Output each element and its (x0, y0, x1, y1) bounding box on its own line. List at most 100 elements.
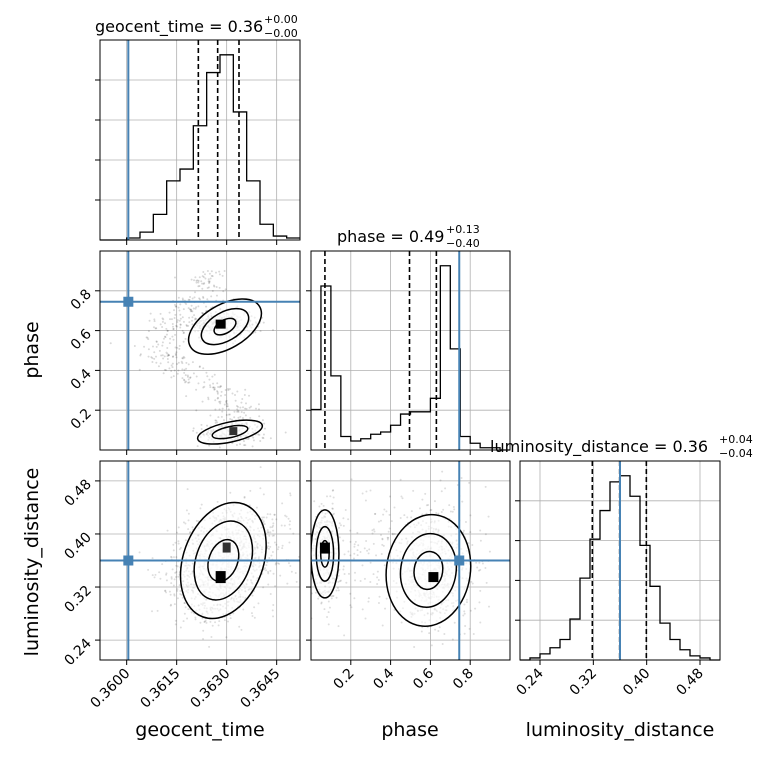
scatter-point (221, 407, 224, 410)
scatter-point (251, 615, 254, 618)
scatter-point (461, 500, 464, 503)
scatter-point (179, 626, 182, 629)
scatter-point (201, 312, 204, 315)
scatter-point (365, 490, 368, 493)
scatter-point (186, 488, 189, 491)
scatter-point (165, 591, 168, 594)
scatter-point (207, 286, 210, 289)
scatter-point (202, 295, 205, 298)
scatter-point (391, 532, 394, 535)
density-peak (222, 542, 231, 553)
scatter-point (205, 621, 208, 624)
scatter-point (165, 333, 168, 336)
scatter-point (478, 561, 481, 564)
scatter-point (253, 616, 256, 619)
scatter-point (269, 569, 272, 572)
scatter-point (451, 510, 454, 513)
scatter-point (194, 618, 197, 621)
scatter-point (174, 333, 177, 336)
scatter-point (241, 398, 244, 401)
scatter-point (421, 513, 424, 516)
scatter-point (182, 308, 185, 311)
scatter-point (365, 540, 368, 543)
scatter-point (244, 444, 247, 447)
scatter-point (164, 369, 167, 372)
scatter-point (155, 327, 158, 330)
density-peak (229, 427, 238, 436)
scatter-point (183, 368, 186, 371)
scatter-point (267, 570, 270, 573)
scatter-point (208, 280, 211, 283)
scatter-point (335, 589, 338, 592)
scatter-point (410, 510, 413, 513)
scatter-point (222, 290, 225, 293)
scatter-point (164, 336, 167, 339)
scatter-point (213, 388, 216, 391)
scatter-point (203, 381, 206, 384)
title-geocent-time-sub: −0.00 (264, 27, 298, 40)
scatter-point (215, 294, 218, 297)
scatter-point (163, 355, 166, 358)
scatter-point (471, 582, 474, 585)
scatter-point (372, 573, 375, 576)
scatter-point (166, 352, 169, 355)
scatter-point (373, 530, 376, 533)
scatter-point (205, 305, 208, 308)
scatter-point (406, 516, 409, 519)
scatter-point (332, 496, 335, 499)
scatter-point (183, 379, 186, 382)
scatter-point (174, 352, 177, 355)
scatter-point (174, 313, 177, 316)
scatter-point (267, 541, 270, 544)
scatter-point (213, 285, 216, 288)
scatter-point (257, 602, 260, 605)
scatter-point (155, 345, 158, 348)
scatter-point (192, 429, 195, 432)
scatter-point (353, 543, 356, 546)
scatter-point (265, 569, 268, 572)
scatter-point (258, 433, 261, 436)
scatter-point (203, 620, 206, 623)
scatter-point (174, 276, 177, 279)
y-tick-label: 0.2 (68, 406, 95, 433)
scatter-point (189, 376, 192, 379)
scatter-point (189, 310, 192, 313)
scatter-point (221, 410, 224, 413)
scatter-point (200, 428, 203, 431)
x-tick-label: 0.32 (567, 666, 600, 699)
scatter-point (220, 385, 223, 388)
scatter-point (197, 382, 200, 385)
scatter-point (479, 539, 482, 542)
scatter-point (337, 580, 340, 583)
scatter-point (173, 303, 176, 306)
scatter-point (249, 416, 252, 419)
scatter-point (161, 354, 164, 357)
scatter-point (243, 496, 246, 499)
scatter-point (225, 401, 228, 404)
scatter-point (159, 323, 162, 326)
scatter-point (173, 316, 176, 319)
scatter-point (209, 384, 212, 387)
scatter-point (218, 386, 221, 389)
scatter-point (254, 407, 257, 410)
scatter-point (338, 522, 341, 525)
scatter-point (331, 595, 334, 598)
scatter-point (170, 364, 173, 367)
scatter-point (338, 526, 341, 529)
scatter-point (169, 555, 172, 558)
scatter-point (170, 376, 173, 379)
scatter-point (349, 604, 352, 607)
scatter-point (169, 593, 172, 596)
axis-ticks: 0.3600 0.3615 0.3630 0.3645 0.2 0.4 0.6 0.8 0.24… (61, 79, 707, 711)
scatter-point (354, 579, 357, 582)
scatter-point (173, 369, 176, 372)
grid-lines (100, 40, 720, 660)
scatter-point (246, 456, 248, 458)
scatter-point (236, 408, 239, 411)
scatter-point (251, 594, 254, 597)
histogram-step (100, 54, 300, 241)
scatter-point (185, 325, 188, 328)
scatter-point (382, 544, 385, 547)
scatter-point (239, 443, 241, 446)
